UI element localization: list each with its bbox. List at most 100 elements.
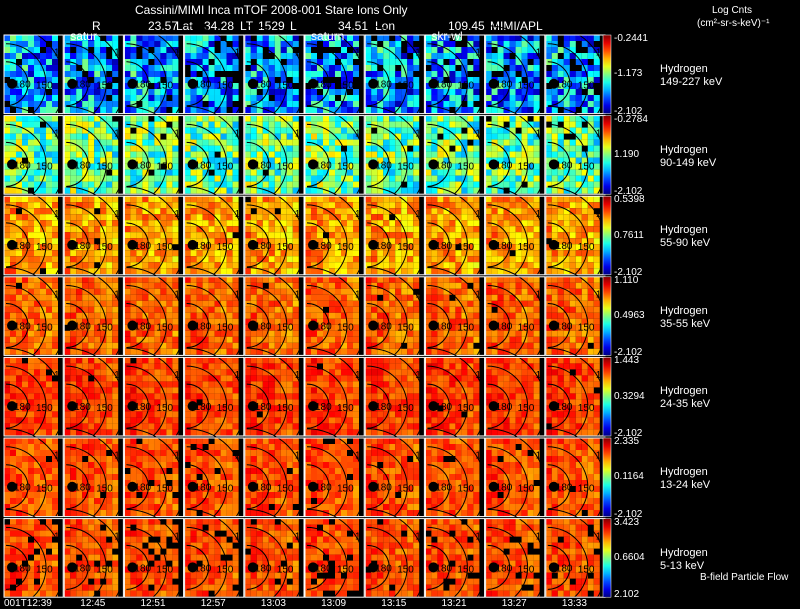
heatmap-cell [581,157,588,164]
heatmap-cell [413,95,420,101]
heatmap-cell [94,107,101,113]
heatmap-cell [88,65,95,71]
heatmap-cell [106,244,113,251]
planet-marker [428,239,439,250]
heatmap-cell [509,175,516,182]
heatmap-cell [220,268,227,275]
heatmap-cell [4,375,10,382]
heatmap-cell [395,238,402,245]
heatmap-cell [46,187,52,194]
heatmap-cell [274,294,281,301]
heatmap-cell [311,342,317,349]
heatmap-cell [232,238,239,245]
heatmap-cell [88,220,95,227]
heatmap-cell [112,294,119,301]
heatmap-cell [70,262,77,269]
heatmap-cell [76,53,83,59]
heatmap-cell [365,238,372,245]
heatmap-cell [136,268,143,275]
heatmap-cell [16,268,22,275]
heatmap-cell [76,208,83,215]
heatmap-cell [184,47,191,53]
heatmap-cell [563,244,570,251]
heatmap-cell [148,65,155,71]
heatmap-cell [431,145,438,152]
heatmap-cell [112,232,119,239]
heatmap-cell [569,107,576,113]
heatmap-cell [317,71,323,77]
heatmap-cell [148,342,155,349]
heatmap-cell [292,214,299,221]
heatmap-cell [46,262,52,269]
heatmap-cell [52,276,58,283]
heatmap-cell [214,95,221,101]
heatmap-cell [575,121,582,128]
heatmap-cell [467,324,474,331]
heatmap-cell [341,238,347,245]
heatmap-cell [527,41,534,47]
heatmap-cell [100,169,107,176]
heatmap-cell [34,214,40,221]
heatmap-cell [557,47,564,53]
heatmap-cell [485,232,492,239]
contour-arc [487,61,511,107]
heatmap-cell [250,250,257,257]
heatmap-cell [401,107,408,113]
heatmap-cell [136,196,143,203]
heatmap-cell [286,53,293,59]
heatmap-cell [232,244,239,251]
heatmap-cell [34,83,40,89]
heatmap-cell [112,220,119,227]
contour-label: 180 [74,160,91,171]
heatmap-cell [208,133,215,140]
heatmap-cell [329,83,335,89]
heatmap-cell [154,47,161,53]
heatmap-cell [46,318,52,325]
heatmap-cell [545,312,552,319]
heatmap-cell [491,101,498,107]
heatmap-cell [4,244,10,251]
heatmap-cell [274,175,281,182]
heatmap-cell [431,294,438,301]
heatmap-cell [154,65,161,71]
heatmap-cell [587,169,594,176]
heatmap-cell [208,256,215,263]
heatmap-cell [196,268,203,275]
heatmap-cell [190,71,197,77]
heatmap-cell [587,256,594,263]
heatmap-cell [16,369,22,376]
heatmap-cell [509,187,516,194]
heatmap-cell [545,288,552,295]
heatmap-cell [160,208,167,215]
heatmap-cell [365,244,372,251]
heatmap-cell [286,187,293,194]
heatmap-cell [208,47,215,53]
heatmap-cell [305,145,311,152]
heatmap-cell [587,214,594,221]
heatmap-cell [581,294,588,301]
heatmap-cell [184,133,191,140]
heatmap-cell [305,318,311,325]
heatmap-cell [274,244,281,251]
heatmap-cell [383,121,390,128]
heatmap-cell [106,312,113,319]
heatmap-cell [593,226,600,233]
plot-title: Cassini/MIMI Inca mTOF 2008-001 Stare Io… [135,3,408,17]
heatmap-cell [503,324,510,331]
heatmap-cell [497,342,504,349]
heatmap-cell [16,429,22,436]
heatmap-cell [64,330,71,337]
heatmap-cell [250,115,257,122]
heatmap-cell [4,250,10,257]
heatmap-cell [88,151,95,158]
heatmap-cell [76,318,83,325]
heatmap-cell [377,139,384,146]
heatmap-cell [401,151,408,158]
heatmap-cell [286,65,293,71]
heatmap-cell [341,181,347,188]
heatmap-cell [545,306,552,313]
heatmap-cell [232,348,239,355]
heatmap-cell [250,101,257,107]
heatmap-cell [160,220,167,227]
heatmap-cell [46,139,52,146]
